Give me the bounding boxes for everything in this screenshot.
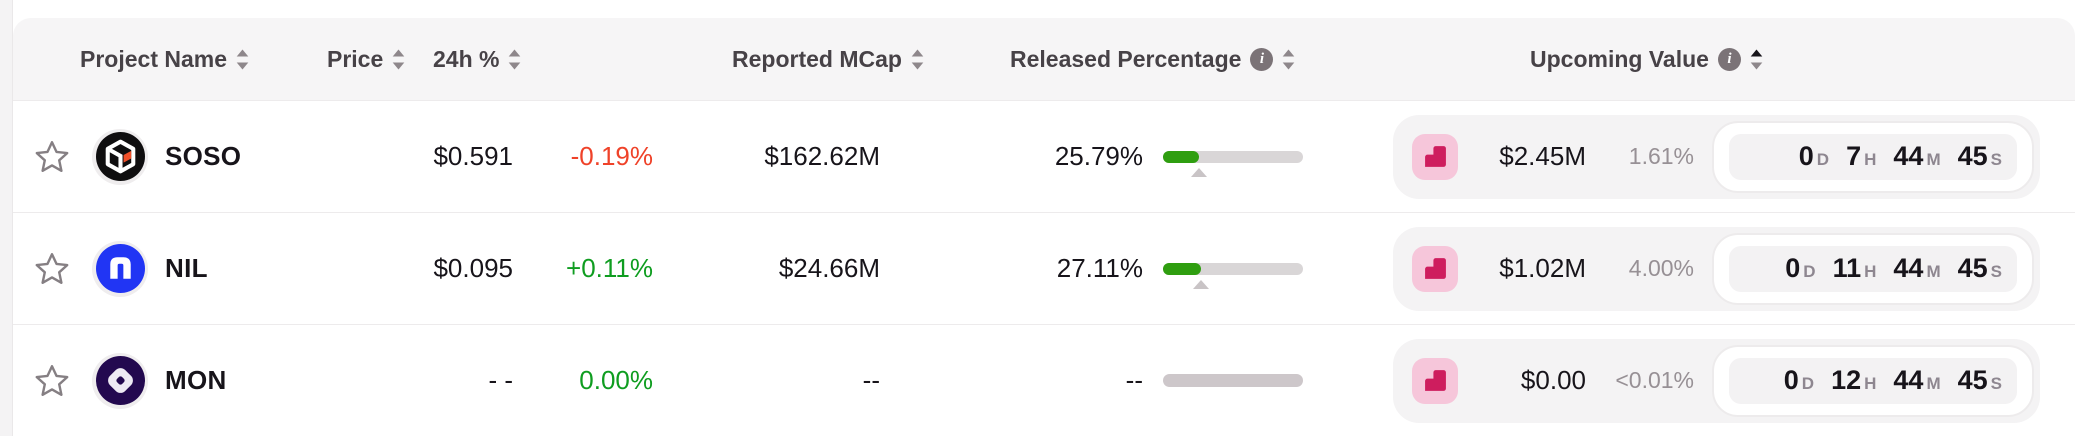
project-cell[interactable]: SOSO [90,128,330,185]
nil-token-logo [95,244,145,293]
countdown-seconds: 45 [1957,253,1988,283]
progress-pointer-icon [1191,167,1208,177]
sort-icon [1283,49,1295,69]
progress-fill [1163,150,1200,163]
table-row-nil[interactable]: NIL $0.095 +0.11% $24.66M 27.11% $1.02M … [13,212,2075,324]
page-left-gutter [0,0,13,436]
favorite-star-icon[interactable] [34,139,70,175]
countdown-hours: 11 [1832,253,1862,283]
column-label: Upcoming Value [1530,45,1709,72]
released-progress-bar [1163,150,1303,177]
countdown-minutes: 44 [1893,365,1924,395]
countdown-days: 0 [1783,365,1799,395]
sort-icon [911,49,924,69]
token-symbol: NIL [165,253,208,283]
upcoming-value-amount: $1.02M [1499,253,1586,283]
upcoming-value-percent: 1.61% [1628,143,1694,169]
unlock-event-icon [1412,245,1458,292]
column-label: Reported MCap [732,45,902,72]
unlocks-table: Project Name Price 24h % Reported MCap R… [13,0,2075,436]
table-body: SOSO $0.591 -0.19% $162.62M 25.79% $2.45… [13,100,2075,436]
price-value: $0.095 [433,253,513,283]
column-label: Released Percentage [1010,45,1242,72]
released-percentage-value: 25.79% [1054,141,1143,171]
token-symbol: SOSO [165,141,242,171]
column-label: 24h % [433,45,500,72]
released-progress-bar [1163,374,1303,387]
mon-token-logo [95,356,145,405]
countdown-minutes: 44 [1893,253,1924,283]
column-header-reported-mcap[interactable]: Reported MCap [732,18,924,100]
price-value: $0.591 [433,141,513,171]
countdown-seconds: 45 [1957,365,1988,395]
countdown-days: 0 [1798,141,1814,171]
column-header-price[interactable]: Price [327,18,405,100]
price-value: - - [488,365,513,395]
column-header-project-name[interactable]: Project Name [80,18,249,100]
favorite-star-icon[interactable] [34,251,70,287]
table-row-soso[interactable]: SOSO $0.591 -0.19% $162.62M 25.79% $2.45… [13,100,2075,212]
upcoming-value-percent: 4.00% [1628,255,1694,281]
progress-fill [1163,262,1201,275]
column-header-released-percentage[interactable]: Released Percentage i [1010,18,1295,100]
unlock-event-icon [1412,357,1458,404]
released-percentage-value: -- [1125,365,1143,395]
progress-pointer-icon [1192,279,1209,289]
released-percentage-value: 27.11% [1056,253,1143,283]
countdown-days: 0 [1785,253,1801,283]
column-header-upcoming-value[interactable]: Upcoming Value i [1530,18,1763,100]
project-cell[interactable]: NIL [90,240,330,297]
reported-mcap-value: -- [862,365,880,395]
table-header: Project Name Price 24h % Reported MCap R… [13,18,2075,100]
soso-token-logo [95,132,145,181]
info-icon[interactable]: i [1717,47,1741,71]
upcoming-value-percent: <0.01% [1615,367,1694,393]
project-cell[interactable]: MON [90,352,330,409]
upcoming-value-amount: $2.45M [1499,141,1586,171]
unlock-event-icon [1412,133,1458,180]
sort-icon [509,49,521,69]
change-24h-value: -0.19% [570,141,653,171]
countdown-seconds: 45 [1957,141,1988,171]
column-label: Price [327,45,384,72]
token-logo-halo [92,240,148,297]
countdown-hours: 12 [1831,365,1862,395]
column-header-24h-percent[interactable]: 24h % [433,18,521,100]
change-24h-value: +0.11% [566,253,653,283]
token-logo-halo [92,128,148,185]
countdown-hours: 7 [1846,141,1862,171]
upcoming-value-amount: $0.00 [1520,365,1586,395]
sort-icon [392,49,405,69]
change-24h-value: 0.00% [579,365,653,395]
countdown-minutes: 44 [1893,141,1924,171]
info-icon[interactable]: i [1250,47,1274,71]
reported-mcap-value: $24.66M [778,253,880,283]
released-progress-bar [1163,262,1303,289]
favorite-star-icon[interactable] [34,363,70,399]
sort-icon [236,49,249,69]
sort-icon [1750,49,1763,69]
token-symbol: MON [165,365,227,395]
column-label: Project Name [80,45,228,72]
reported-mcap-value: $162.62M [764,141,880,171]
token-logo-halo [92,352,148,409]
